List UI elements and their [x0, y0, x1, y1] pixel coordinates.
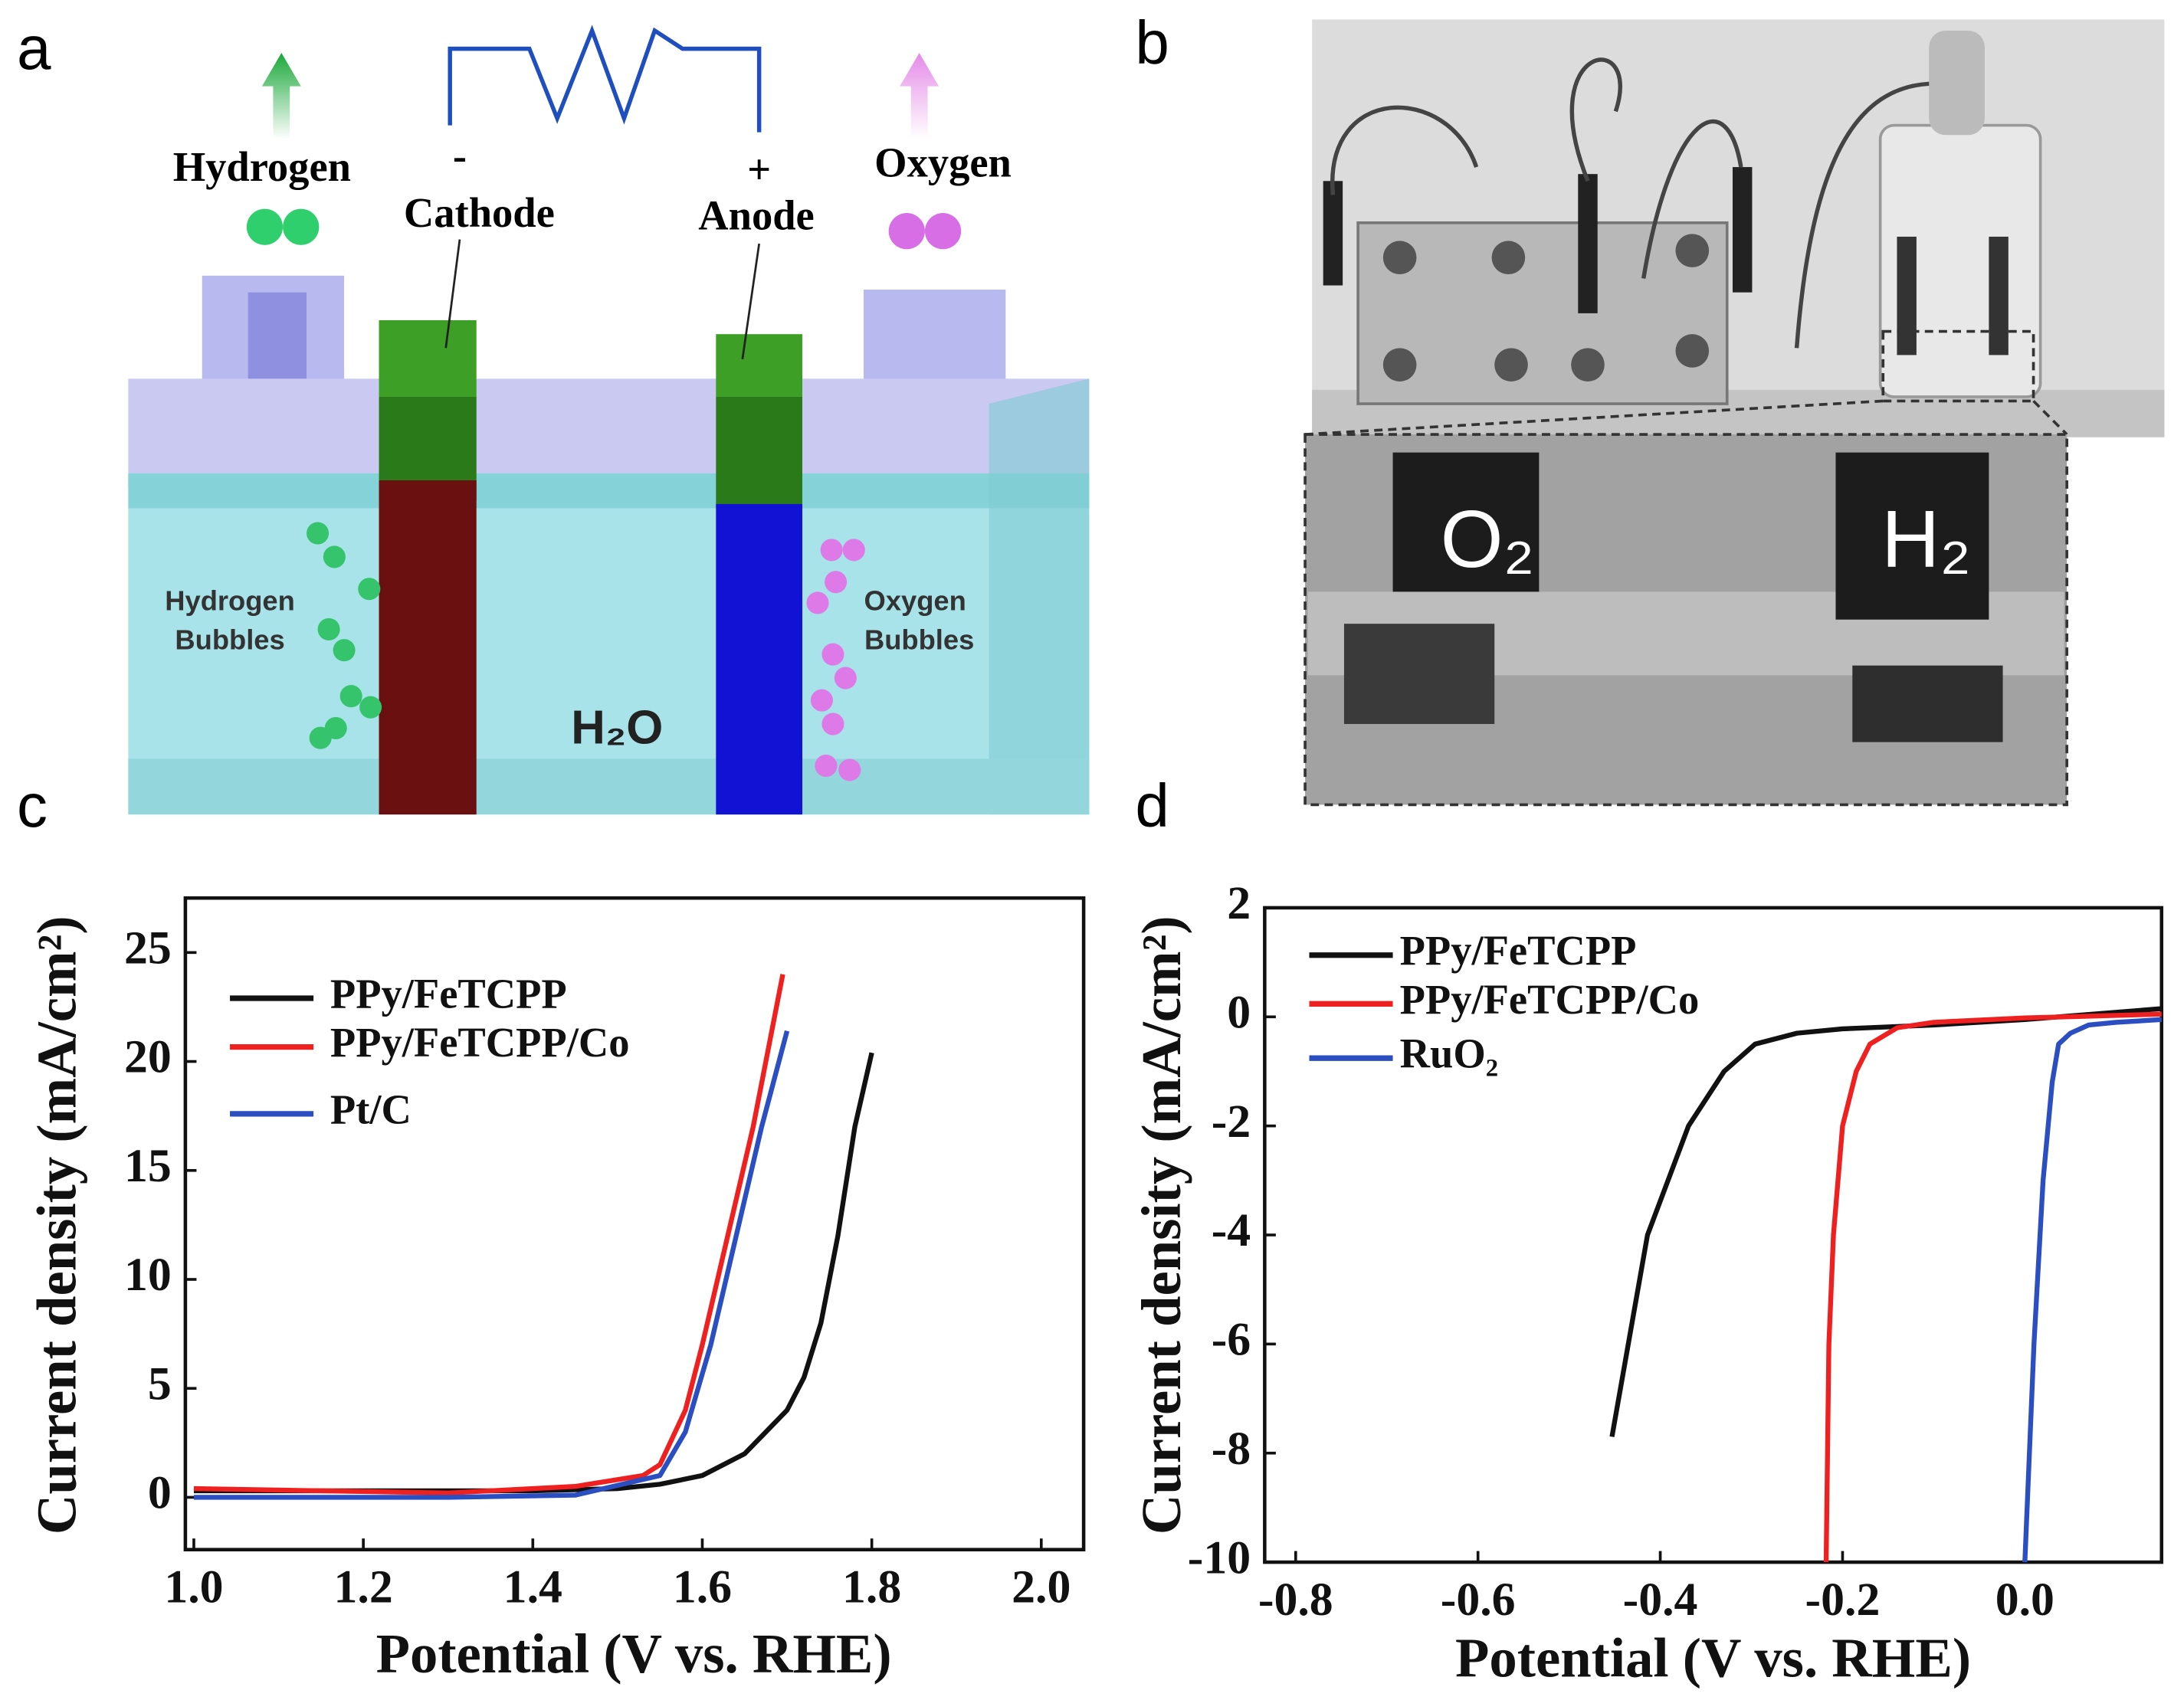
- panel-label: a: [17, 14, 51, 82]
- y-tick-label: 25: [124, 922, 172, 974]
- gas-label: O₂: [1441, 495, 1535, 585]
- oxygen-bubbles: [806, 539, 865, 781]
- wires: [1330, 57, 1936, 349]
- device-photo: O₂ H₂: [1304, 19, 2165, 807]
- bubble-label: Bubbles: [864, 624, 974, 655]
- y-tick-label: -10: [1188, 1531, 1251, 1584]
- product-label: Oxygen: [874, 139, 1012, 186]
- electrolyser-diagram: Hydrogen Oxygen - + Cathode Anode Hydrog…: [128, 25, 1090, 815]
- x-tick-label: -0.8: [1258, 1574, 1333, 1626]
- y-tick-label: -8: [1212, 1423, 1251, 1475]
- legend-label: Pt/C: [330, 1086, 412, 1132]
- panel-label: d: [1135, 771, 1169, 840]
- y-tick-label: 0: [1227, 986, 1251, 1038]
- electrode-clip: [1897, 236, 1917, 355]
- electrode-sign: -: [453, 133, 467, 179]
- gas-arrow: [900, 53, 940, 139]
- x-tick-label: 1.4: [503, 1561, 562, 1613]
- tank-top: [128, 378, 1090, 488]
- plot-frame: [183, 896, 1086, 1551]
- cell-block: [1356, 221, 1729, 405]
- x-axis-label: Potential (V vs. RHE): [1455, 1626, 1971, 1689]
- x-tick-label: 1.8: [842, 1561, 901, 1613]
- circuit-wire: [448, 25, 762, 133]
- water-surface: [128, 473, 1090, 509]
- electrode-sign: +: [747, 146, 771, 193]
- gas-outlet: [248, 292, 307, 381]
- electrode: [1835, 452, 1989, 620]
- tank-bottom: [128, 758, 1090, 815]
- y-axis-label: Current density (mA/cm²): [26, 916, 88, 1535]
- legend-label: PPy/FeTCPP: [1400, 927, 1637, 974]
- legend-label: PPy/FeTCPP/Co: [1400, 976, 1700, 1023]
- x-tick-label: 1.0: [164, 1561, 223, 1613]
- molecule: [246, 208, 284, 245]
- electrode-foam: [1343, 624, 1495, 725]
- electrolyte-label: H₂O: [571, 701, 663, 754]
- bubble-label: Hydrogen: [165, 585, 295, 617]
- y-tick-label: 2: [1227, 877, 1251, 929]
- y-tick-label: 0: [148, 1467, 172, 1519]
- legend-label: RuO₂: [1400, 1030, 1498, 1077]
- hydrogen-bubbles: [307, 522, 382, 749]
- electrode-label: Cathode: [404, 189, 555, 236]
- series-line: [2022, 1017, 2162, 1563]
- stopper: [1929, 30, 1985, 136]
- cathode-top: [379, 319, 477, 397]
- molecule: [924, 213, 962, 250]
- y-axis-label: Current density (mA/cm²): [1130, 916, 1192, 1535]
- pointer: [444, 239, 461, 349]
- bubble-label: Oxygen: [864, 585, 966, 617]
- series-line: [193, 1052, 874, 1494]
- x-tick-label: 1.2: [334, 1561, 393, 1613]
- series-line: [193, 974, 785, 1495]
- legend-label: PPy/FeTCPP/Co: [330, 1019, 630, 1066]
- bubble-label: Bubbles: [175, 624, 284, 655]
- y-tick-label: -2: [1212, 1096, 1251, 1148]
- x-tick-label: 0.0: [1995, 1574, 2054, 1626]
- anode: [716, 503, 802, 815]
- y-tick-label: 10: [124, 1249, 172, 1301]
- panel-label: b: [1135, 8, 1169, 77]
- anode-mid: [716, 396, 802, 509]
- anode-top: [716, 334, 802, 397]
- x-tick-label: 1.6: [673, 1561, 732, 1613]
- screws: [1382, 234, 1710, 382]
- y-tick-label: 20: [124, 1031, 172, 1083]
- series-line: [1609, 1006, 2162, 1437]
- electrode: [1392, 452, 1540, 592]
- cathode: [379, 480, 477, 815]
- legend-label: PPy/FeTCPP: [330, 971, 567, 1017]
- y-tick-label: 15: [124, 1140, 172, 1192]
- tank-side: [989, 378, 1090, 815]
- electrode-foam: [1852, 665, 2003, 742]
- electrolyte: [128, 473, 1090, 815]
- zoom-box: [1881, 329, 2035, 403]
- x-tick-label: -0.4: [1623, 1574, 1698, 1626]
- gas-arrow: [261, 53, 301, 139]
- panel-label: c: [17, 771, 48, 840]
- molecule: [283, 208, 320, 245]
- zoom-line: [2032, 400, 2068, 436]
- gas-label: H₂: [1881, 495, 1971, 585]
- pointer: [741, 243, 760, 360]
- x-tick-label: 2.0: [1012, 1561, 1071, 1613]
- clips: [1323, 167, 1753, 313]
- electrode-label: Anode: [698, 192, 814, 239]
- y-tick-label: 5: [148, 1358, 172, 1410]
- series-line: [1823, 1011, 2162, 1563]
- x-axis-label: Potential (V vs. RHE): [376, 1623, 892, 1685]
- molecule: [888, 213, 925, 250]
- electrode-clip: [1989, 236, 2009, 355]
- x-tick-label: -0.6: [1441, 1574, 1516, 1626]
- series-line: [193, 1030, 790, 1500]
- gas-outlet: [863, 290, 1006, 381]
- y-tick-label: -4: [1212, 1204, 1251, 1256]
- x-tick-label: -0.2: [1805, 1574, 1881, 1626]
- y-tick-label: -6: [1212, 1314, 1251, 1366]
- product-label: Hydrogen: [173, 143, 351, 190]
